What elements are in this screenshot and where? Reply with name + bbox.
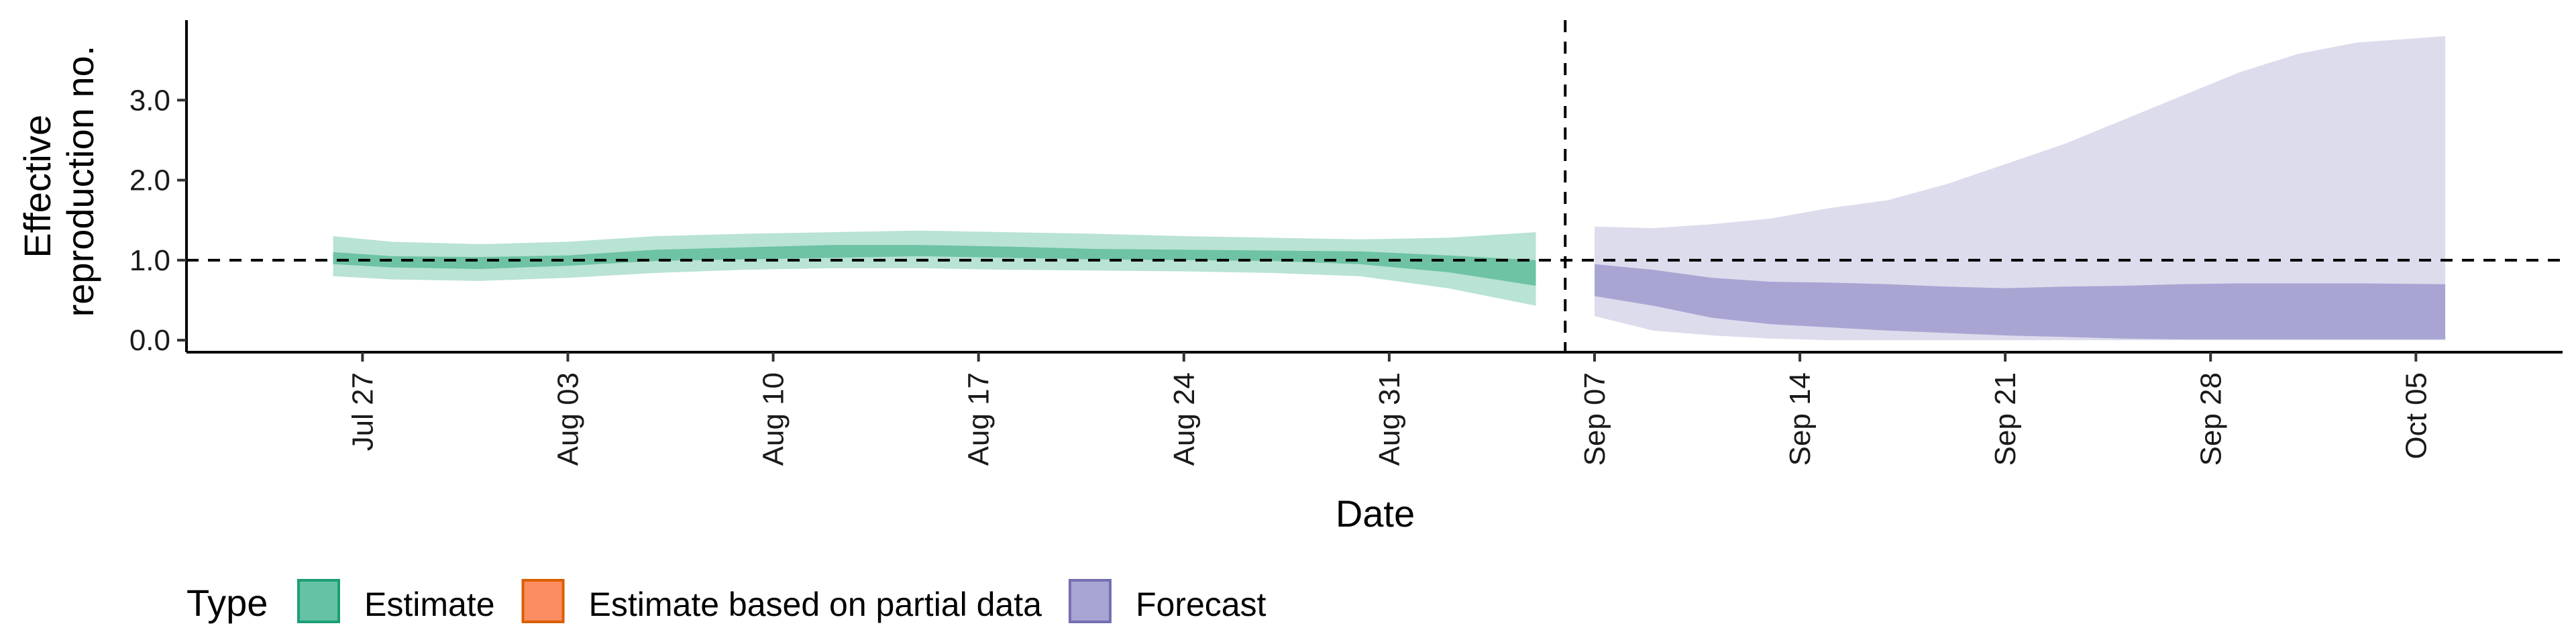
x-tick-label: Aug 17	[963, 372, 996, 466]
x-ticks: Jul 27 Aug 03 Aug 10 Aug 17 Aug 24 Aug 31 Sep …	[346, 352, 2432, 466]
y-axis-title: Effective reproduction no.	[16, 46, 101, 317]
x-tick-label: Oct 05	[2400, 372, 2432, 460]
legend-label-estimate: Estimate	[364, 586, 495, 623]
x-tick-label: Sep 14	[1784, 372, 1817, 466]
y-tick-label: 2.0	[129, 164, 170, 197]
x-tick-label: Aug 31	[1373, 372, 1406, 466]
x-tick-label: Jul 27	[346, 372, 379, 451]
legend-items: Estimate Estimate based on partial data Fo…	[297, 579, 1267, 623]
x-tick-label: Aug 03	[551, 372, 584, 466]
estimate-inner-band	[333, 245, 1536, 286]
estimate-outer-band	[333, 230, 1536, 306]
forecast-inner-band	[1595, 264, 2446, 339]
axes	[185, 20, 2563, 354]
legend-label-estimate-based-on-partial-data: Estimate based on partial data	[589, 586, 1042, 623]
legend-label-forecast: Forecast	[1136, 586, 1267, 623]
x-tick-label: Aug 24	[1168, 372, 1201, 466]
x-tick-label: Sep 28	[2194, 372, 2227, 466]
y-ticks: 0.0 1.0 2.0 3.0	[129, 84, 186, 357]
legend-key-estimate-based-on-partial-data	[521, 579, 565, 623]
bands-layer	[333, 36, 2446, 341]
x-tick-label: Aug 10	[757, 372, 790, 466]
y-tick-label: 3.0	[129, 84, 170, 117]
forecast-outer-band	[1595, 36, 2446, 341]
legend: Type Estimate Estimate based on partial d…	[186, 579, 1267, 624]
x-tick-label: Sep 21	[1989, 372, 2022, 466]
x-tick-label: Sep 07	[1578, 372, 1611, 466]
x-axis-title: Date	[1336, 492, 1415, 535]
y-tick-label: 1.0	[129, 244, 170, 277]
legend-key-forecast	[1068, 579, 1112, 623]
y-tick-label: 0.0	[129, 324, 170, 357]
legend-title: Type	[186, 582, 268, 624]
legend-key-estimate	[297, 579, 340, 623]
y-axis-title-line-2: reproduction no.	[59, 46, 101, 317]
y-axis-title-line-1: Effective	[16, 115, 58, 258]
